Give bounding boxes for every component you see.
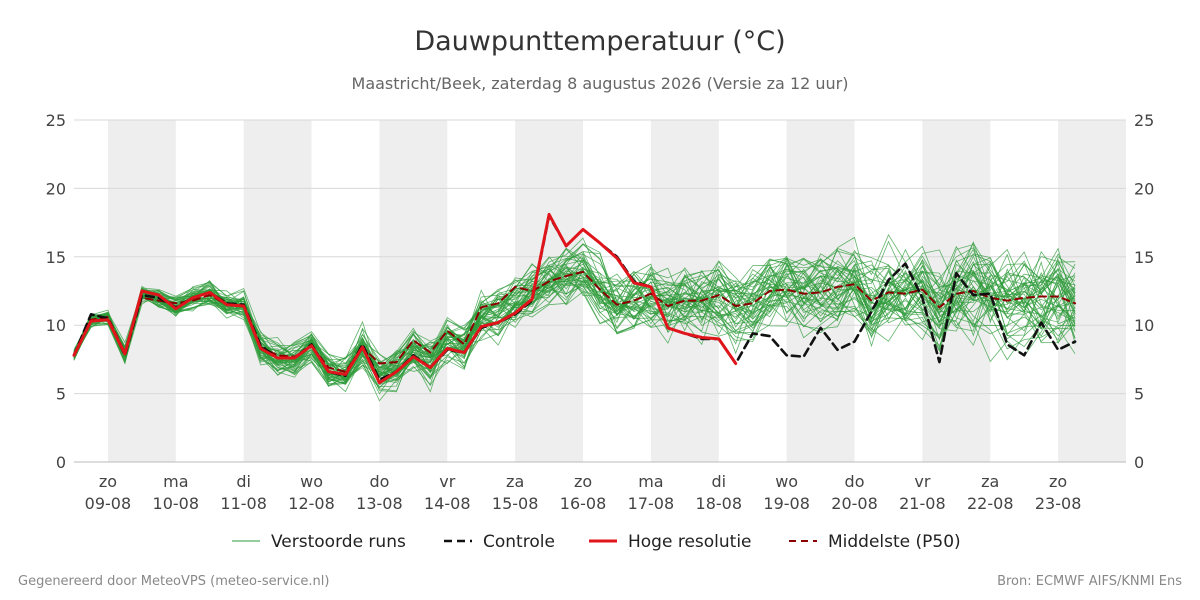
footer-credit: Gegenereerd door MeteoVPS (meteo-service… xyxy=(18,574,329,589)
x-tick-date: 23-08 xyxy=(1035,494,1082,513)
y-tick-label-right: 10 xyxy=(1134,316,1154,335)
x-tick-day: zo xyxy=(99,472,117,491)
y-tick-label-left: 10 xyxy=(46,316,66,335)
x-tick-date: 09-08 xyxy=(85,494,132,513)
ensemble-member-line xyxy=(73,268,1076,384)
x-tick-day: ma xyxy=(638,472,663,491)
y-tick-label-left: 5 xyxy=(56,385,66,404)
x-tick-day: do xyxy=(369,472,389,491)
y-tick-label-right: 0 xyxy=(1134,453,1144,472)
x-tick-day: ma xyxy=(163,472,188,491)
y-tick-label-left: 20 xyxy=(46,179,66,198)
x-tick-day: vr xyxy=(439,472,455,491)
day-shade-band xyxy=(379,120,448,462)
legend-label: Hoge resolutie xyxy=(628,532,752,552)
ensemble-member-line xyxy=(73,270,1076,384)
series-line-high-resolution xyxy=(72,212,738,385)
footer-source: Bron: ECMWF AIFS/KNMI Ens xyxy=(997,574,1182,589)
axes: 0 0 5 5 10 10 15 15 20 20 25 25 zo 09-08 ma 10-08 di 11-0… xyxy=(46,111,1155,513)
y-tick-label-right: 25 xyxy=(1134,111,1154,130)
x-tick-date: 10-08 xyxy=(153,494,200,513)
x-tick-day: za xyxy=(981,472,999,491)
x-tick-date: 11-08 xyxy=(220,494,267,513)
x-tick-date: 21-08 xyxy=(899,494,946,513)
y-tick-label-left: 0 xyxy=(56,453,66,472)
chart-subtitle: Maastricht/Beek, zaterdag 8 augustus 202… xyxy=(352,74,849,93)
x-tick-day: wo xyxy=(300,472,323,491)
y-tick-label-right: 5 xyxy=(1134,385,1144,404)
x-tick-day: do xyxy=(845,472,865,491)
x-tick-date: 13-08 xyxy=(356,494,403,513)
x-tick-date: 15-08 xyxy=(492,494,539,513)
x-tick-day: zo xyxy=(1049,472,1067,491)
x-tick-day: di xyxy=(236,472,251,491)
ensemble-member-line xyxy=(73,234,1076,389)
x-tick-date: 17-08 xyxy=(628,494,675,513)
ensemble-member-line xyxy=(73,262,1076,384)
legend-label: Controle xyxy=(483,532,555,552)
x-tick-date: 12-08 xyxy=(288,494,335,513)
x-tick-date: 16-08 xyxy=(560,494,607,513)
x-tick-day: vr xyxy=(914,472,930,491)
x-tick-day: zo xyxy=(574,472,592,491)
x-tick-date: 18-08 xyxy=(696,494,743,513)
legend-label: Middelste (P50) xyxy=(828,532,961,552)
ensemble-member-line xyxy=(73,257,1076,377)
x-tick-day: di xyxy=(711,472,726,491)
ensemble-member-line xyxy=(73,257,1076,379)
x-tick-date: 20-08 xyxy=(831,494,878,513)
x-tick-day: wo xyxy=(775,472,798,491)
y-tick-label-left: 15 xyxy=(46,248,66,267)
legend-label: Verstoorde runs xyxy=(271,532,406,552)
x-tick-date: 14-08 xyxy=(424,494,471,513)
main-series xyxy=(72,212,1077,385)
y-tick-label-left: 25 xyxy=(46,111,66,130)
chart-title: Dauwpunttemperatuur (°C) xyxy=(414,26,785,57)
legend: Verstoorde runs Controle Hoge resolutie Mid… xyxy=(232,532,961,552)
day-shade-band xyxy=(243,120,312,462)
x-tick-day: za xyxy=(506,472,524,491)
y-tick-label-right: 15 xyxy=(1134,248,1154,267)
ensemble-member-line xyxy=(73,256,1076,382)
x-tick-date: 22-08 xyxy=(967,494,1014,513)
ensemble-member-line xyxy=(73,243,1076,378)
y-tick-label-right: 20 xyxy=(1134,179,1154,198)
x-tick-date: 19-08 xyxy=(763,494,810,513)
